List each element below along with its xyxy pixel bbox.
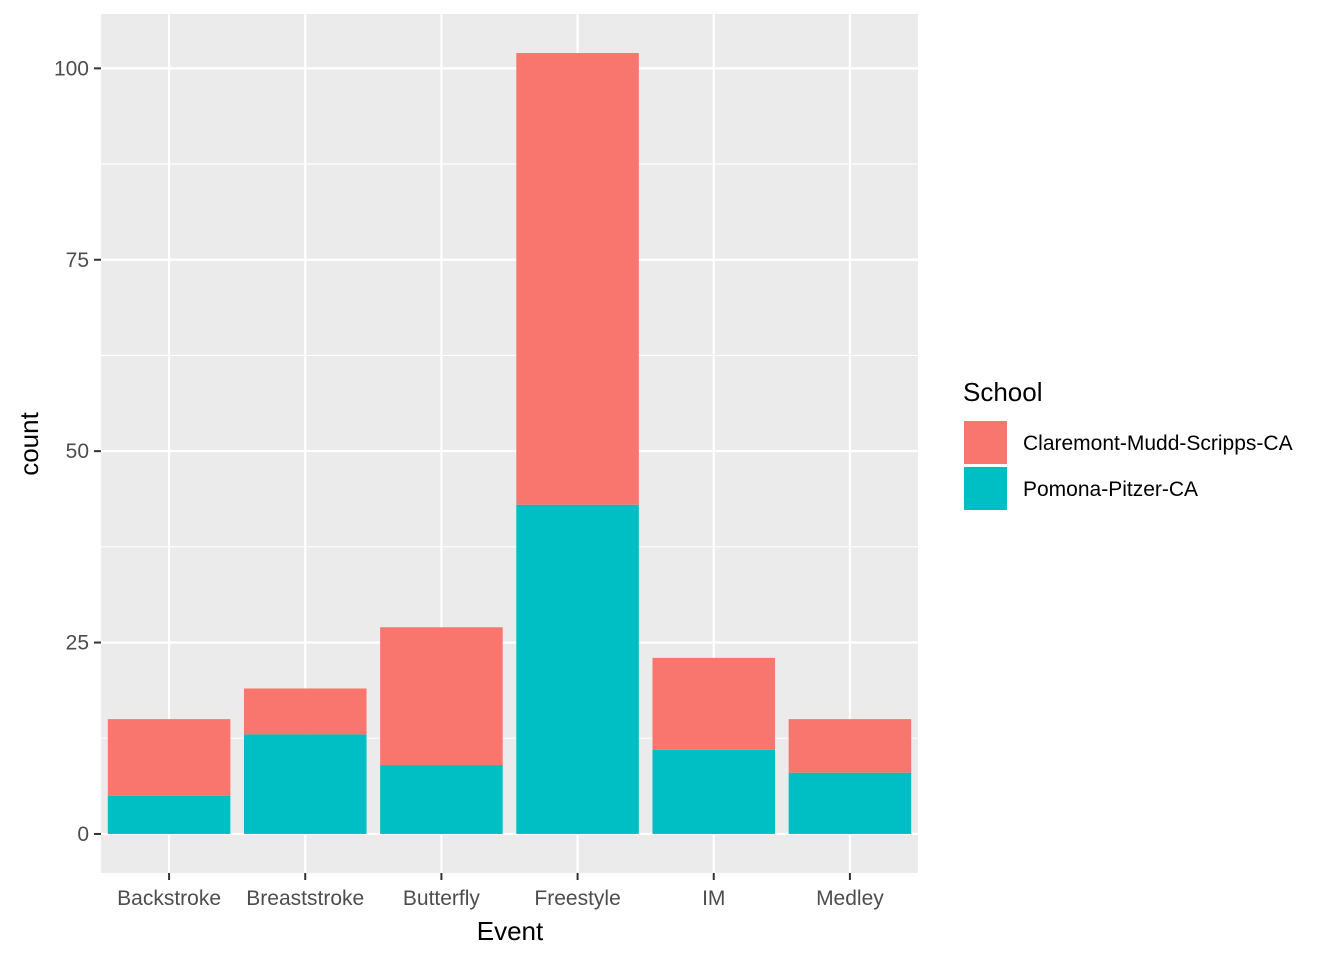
x-tick-label-breaststroke: Breaststroke	[246, 887, 364, 910]
bar-butterfly-pomona-pitzer-ca	[380, 765, 503, 834]
x-tick-label-butterfly: Butterfly	[403, 887, 481, 910]
bar-butterfly-claremont-mudd-scripps-ca	[380, 627, 503, 766]
bar-backstroke-pomona-pitzer-ca	[107, 795, 231, 834]
legend-items: Claremont-Mudd-Scripps-CA Pomona-Pitzer-C…	[964, 421, 1293, 510]
y-tick-label: 75	[66, 249, 89, 272]
legend-swatch	[964, 421, 1007, 464]
bar-breaststroke-claremont-mudd-scripps-ca	[243, 688, 367, 735]
legend: School Claremont-Mudd-Scripps-CA Pomona-P…	[963, 377, 1293, 510]
y-axis-title: count	[14, 411, 44, 475]
bar-freestyle-claremont-mudd-scripps-ca	[516, 53, 639, 505]
axes: 0 25 50 75 100 Backstroke Breaststroke Butterfl…	[54, 57, 884, 910]
bars	[107, 53, 912, 834]
bar-freestyle-pomona-pitzer-ca	[516, 504, 639, 834]
x-tick-label-medley: Medley	[816, 887, 884, 910]
bar-breaststroke-pomona-pitzer-ca	[243, 734, 367, 834]
bar-im-pomona-pitzer-ca	[652, 749, 776, 834]
plot-panel	[101, 14, 918, 873]
x-axis-title: Event	[477, 916, 544, 946]
legend-swatch	[964, 467, 1007, 510]
x-tick-label-im: IM	[702, 887, 725, 910]
legend-label: Pomona-Pitzer-CA	[1023, 478, 1198, 501]
y-tick-label: 50	[66, 440, 89, 463]
bar-medley-pomona-pitzer-ca	[788, 772, 912, 834]
y-tick-label: 0	[77, 823, 89, 846]
legend-label: Claremont-Mudd-Scripps-CA	[1023, 432, 1293, 455]
bar-medley-claremont-mudd-scripps-ca	[788, 719, 912, 773]
x-tick-label-freestyle: Freestyle	[534, 887, 620, 910]
y-tick-label: 25	[66, 632, 89, 655]
y-tick-label: 100	[54, 57, 89, 80]
legend-title: School	[963, 377, 1043, 407]
x-tick-label-backstroke: Backstroke	[117, 887, 221, 910]
bar-backstroke-claremont-mudd-scripps-ca	[107, 719, 231, 796]
bar-im-claremont-mudd-scripps-ca	[652, 657, 776, 750]
